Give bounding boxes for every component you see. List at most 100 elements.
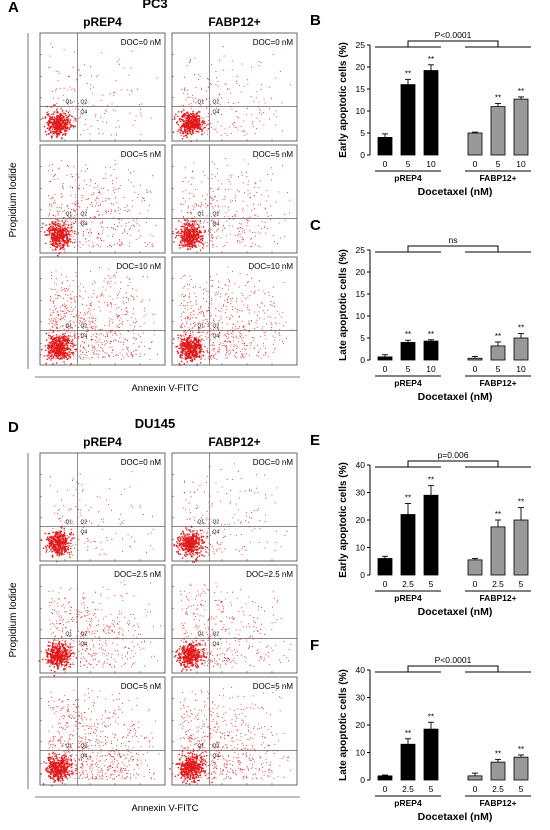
column-title: FABP12+	[208, 15, 260, 29]
quadrant-label: Q2	[213, 211, 220, 217]
significance-mark: **	[405, 494, 411, 503]
bar	[467, 357, 483, 361]
panel-letter-c: C	[310, 217, 321, 234]
y-tick-label: 20	[356, 720, 366, 730]
group-label: pREP4	[394, 593, 422, 603]
y-axis-label: Propidium Iodide	[8, 582, 19, 657]
y-axis-title: Early apoptotic cells (%)	[338, 42, 349, 158]
quadrant-label: Q4	[81, 109, 88, 115]
significance-mark: **	[405, 729, 411, 738]
group-label: FABP12+	[479, 798, 516, 808]
category-label: 0	[383, 579, 388, 589]
bar	[423, 70, 439, 156]
bar	[467, 559, 483, 576]
quadrant-label: Q1	[66, 631, 73, 637]
dose-label: DOC=2.5 nM	[114, 570, 161, 579]
bar	[377, 356, 393, 361]
y-tick-label: 10	[356, 748, 366, 758]
dose-label: DOC=2.5 nM	[246, 570, 293, 579]
comparison-bracket	[407, 40, 499, 47]
quadrant-label: Q1	[198, 323, 205, 329]
dose-label: DOC=5 nM	[121, 150, 162, 159]
category-label: 5	[496, 159, 501, 169]
quadrant-label: Q2	[81, 323, 88, 329]
significance-mark: **	[428, 330, 434, 339]
dose-label: DOC=5 nM	[253, 150, 294, 159]
y-tick-label: 15	[356, 84, 366, 94]
y-tick-label: 25	[356, 245, 366, 255]
quadrant-label: Q4	[81, 333, 88, 339]
event-dots	[174, 582, 292, 672]
quadrant-label: Q2	[81, 519, 88, 525]
bar	[513, 337, 529, 361]
category-label: 5	[406, 159, 411, 169]
panel-letter-a: A	[8, 0, 19, 16]
quadrant-label: Q1	[198, 519, 205, 525]
category-label: 0	[383, 364, 388, 374]
y-axis-title: Late apoptotic cells (%)	[338, 249, 349, 361]
event-dots	[173, 463, 288, 563]
comparison-bracket	[407, 460, 499, 467]
x-axis-title: Docetaxel (nM)	[418, 391, 493, 403]
flow-plot: DOC=5 nM Q1 Q2 Q4	[39, 676, 166, 787]
panel-letter-b: B	[310, 12, 321, 29]
event-dots	[39, 267, 159, 365]
flow-plot: DOC=0 nM Q1 Q2 Q4	[39, 32, 166, 142]
y-tick-label: 0	[360, 570, 365, 580]
column-title: pREP4	[83, 435, 122, 449]
significance-mark: **	[428, 712, 434, 721]
flow-plot: DOC=0 nM Q1 Q2 Q4	[171, 452, 298, 563]
bar	[377, 558, 393, 576]
quadrant-label: Q2	[213, 631, 220, 637]
x-axis-title: Docetaxel (nM)	[418, 606, 493, 618]
comparison-bracket	[407, 665, 499, 672]
comparison-bracket	[407, 245, 499, 252]
panel-letter-d: D	[8, 419, 19, 436]
y-tick-label: 10	[356, 106, 366, 116]
category-label: 5	[406, 364, 411, 374]
y-tick-label: 20	[356, 62, 366, 72]
flow-plot: DOC=0 nM Q1 Q2 Q4	[171, 32, 298, 143]
dose-label: DOC=0 nM	[121, 38, 162, 47]
quadrant-label: Q4	[81, 753, 88, 759]
flow-plot: DOC=0 nM Q1 Q2 Q4	[39, 452, 166, 563]
cell-line-title: PC3	[142, 0, 167, 11]
quadrant-label: Q4	[213, 529, 220, 535]
bar	[400, 514, 416, 576]
category-label: 2.5	[402, 579, 414, 589]
group-label: FABP12+	[479, 593, 516, 603]
quadrant-label: Q1	[66, 99, 73, 105]
category-label: 0	[473, 364, 478, 374]
x-axis-label: Annexin V-FITC	[131, 383, 198, 394]
bar	[423, 494, 439, 576]
quadrant-label: Q4	[213, 221, 220, 227]
significance-mark: **	[518, 324, 524, 333]
quadrant-label: Q2	[213, 99, 220, 105]
significance-mark: **	[495, 332, 501, 341]
category-label: 5	[429, 784, 434, 794]
cell-line-title: DU145	[135, 416, 175, 431]
bar	[513, 519, 529, 576]
column-title: FABP12+	[208, 435, 260, 449]
y-tick-label: 20	[356, 515, 366, 525]
category-label: 2.5	[492, 784, 504, 794]
significance-mark: **	[428, 55, 434, 64]
bar	[377, 136, 393, 156]
significance-mark: **	[495, 749, 501, 758]
y-tick-label: 20	[356, 267, 366, 277]
event-dots	[173, 266, 292, 366]
dose-label: DOC=5 nM	[121, 682, 162, 691]
bar	[467, 775, 483, 781]
dose-label: DOC=0 nM	[121, 458, 162, 467]
quadrant-label: Q2	[81, 99, 88, 105]
flow-plot: DOC=5 nM Q1 Q2 Q4	[171, 144, 298, 254]
category-label: 2.5	[402, 784, 414, 794]
category-label: 0	[383, 159, 388, 169]
comparison-pvalue: p=0.006	[438, 450, 469, 460]
bar	[377, 775, 393, 781]
y-axis-title: Late apoptotic cells (%)	[338, 669, 349, 781]
quadrant-label: Q4	[213, 333, 220, 339]
